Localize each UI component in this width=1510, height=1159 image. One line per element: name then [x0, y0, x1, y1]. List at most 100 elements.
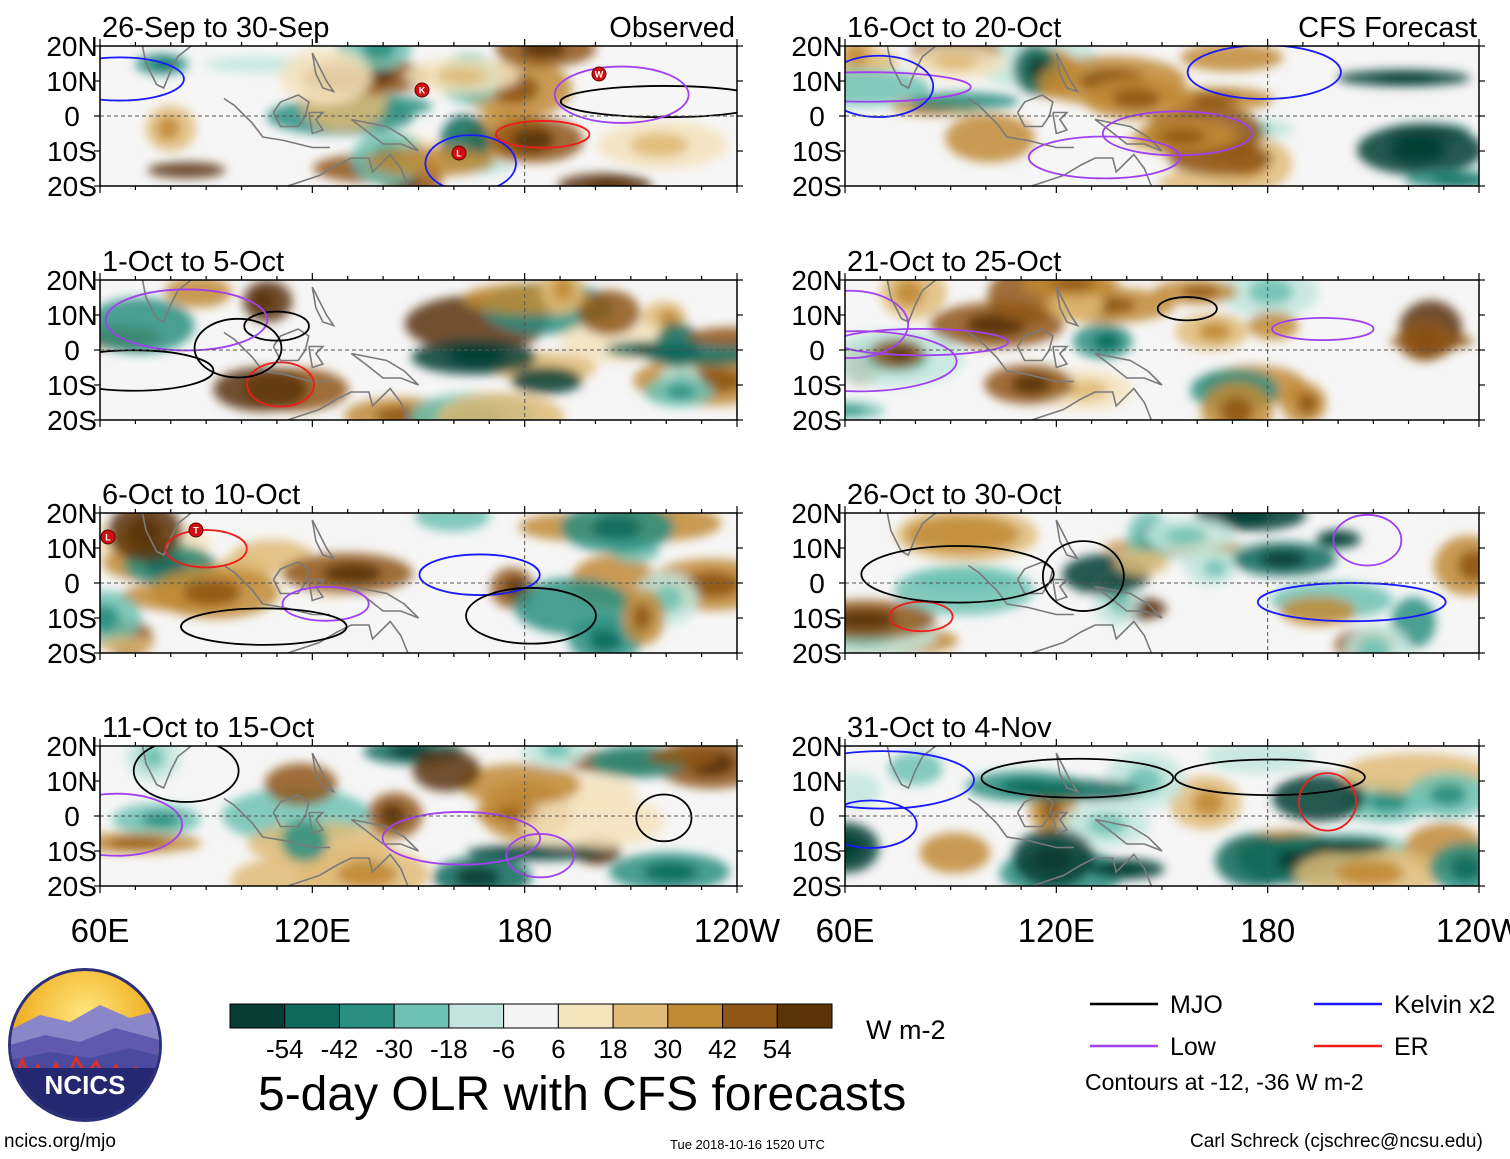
- olr-anomaly-core: [520, 46, 567, 58]
- coastline-segment: [141, 513, 193, 557]
- colorbar-tick-label: 6: [551, 1034, 565, 1064]
- olr-anomaly-blob: [648, 747, 719, 767]
- olr-anomaly-core: [1158, 128, 1206, 145]
- olr-anomaly-core: [553, 280, 573, 302]
- olr-anomaly-blob: [578, 290, 641, 336]
- colorbar-swatch: [557, 1003, 614, 1029]
- coastline-segment: [1016, 794, 1054, 828]
- wave-contour: [845, 327, 1010, 357]
- coastline-segment: [1094, 118, 1163, 152]
- olr-anomaly-blob: [1434, 535, 1479, 596]
- olr-anomaly-blob: [845, 772, 881, 808]
- olr-anomaly-core: [1198, 322, 1232, 341]
- wave-contour: [845, 799, 918, 849]
- x-tick-label: 180: [497, 912, 552, 949]
- wave-contour: [465, 587, 597, 645]
- olr-anomaly-core: [183, 579, 241, 606]
- olr-anomaly-core: [322, 563, 382, 584]
- panel-title: 11-Oct to 15-Oct: [102, 712, 314, 744]
- panel-ticks: [94, 39, 743, 193]
- olr-anomaly-blob: [459, 763, 581, 806]
- storm-marker-icon: [591, 66, 607, 82]
- wave-contour: [1101, 110, 1253, 157]
- legend-label: ER: [1394, 1033, 1429, 1061]
- coastline-segment: [1052, 345, 1069, 369]
- storm-marker: L: [451, 145, 467, 161]
- coastline-segment: [967, 797, 1074, 849]
- coastline-segment: [311, 286, 336, 327]
- x-tick-label: 60E: [71, 912, 130, 949]
- y-tick-label: 10S: [47, 603, 97, 634]
- wave-contour: [505, 833, 575, 879]
- panel-ticks: [94, 273, 743, 427]
- olr-anomaly-core: [126, 517, 162, 547]
- olr-anomaly-core: [1111, 88, 1161, 110]
- olr-anomaly-blob: [412, 749, 481, 792]
- wave-contour: [100, 792, 183, 857]
- y-tick-label: 20N: [791, 731, 842, 762]
- colorbar-tick-label: 54: [763, 1034, 792, 1064]
- colorbar-swatch: [776, 1003, 833, 1029]
- y-tick-label: 20N: [791, 498, 842, 529]
- olr-anomaly-core: [887, 346, 913, 362]
- coastline-segment: [967, 564, 1074, 616]
- colorbar-tick-label: 18: [599, 1034, 628, 1064]
- olr-panel: L T 20N 10N 0 10S 20S 6-Oct to 10-Oct: [46, 479, 743, 669]
- olr-field: [845, 513, 1479, 653]
- y-tick-label: 0: [809, 801, 825, 832]
- coastline-segment: [1052, 811, 1069, 835]
- coastline-segment: [967, 97, 1074, 149]
- coastline-segment: [886, 746, 937, 790]
- wave-contour: [424, 134, 517, 186]
- olr-anomaly-core: [1336, 859, 1404, 886]
- y-tick-label: 10S: [47, 370, 97, 401]
- wave-contour: [860, 545, 1055, 604]
- olr-anomaly-core: [1296, 392, 1318, 414]
- olr-anomaly-core: [665, 384, 697, 400]
- y-tick-label: 10N: [46, 66, 97, 97]
- x-tick-label: 180: [1240, 912, 1295, 949]
- coastline: [141, 280, 420, 420]
- x-tick-label: 60E: [816, 912, 875, 949]
- wave-contour: [1174, 758, 1366, 797]
- panel-title: 26-Sep to 30-Sep: [102, 12, 329, 44]
- olr-anomaly-core: [845, 835, 863, 861]
- olr-anomaly-core: [1389, 137, 1447, 163]
- coastline-segment: [141, 280, 193, 324]
- wave-contour: [635, 793, 693, 843]
- olr-anomaly-core: [1366, 791, 1409, 813]
- y-tick-label: 20N: [46, 265, 97, 296]
- wave-contour: [553, 65, 690, 124]
- wave-contour: [381, 811, 542, 866]
- olr-anomaly-blob: [100, 590, 141, 647]
- coastline-segment: [272, 561, 310, 595]
- olr-anomaly-core: [1203, 559, 1227, 577]
- y-tick-label: 20S: [47, 638, 97, 669]
- wave-contour: [1298, 772, 1358, 832]
- olr-anomaly-blob: [437, 392, 565, 420]
- panel-ticks: [839, 506, 1485, 660]
- footer-url-link[interactable]: ncics.org/mjo: [4, 1131, 116, 1152]
- y-tick-label: 10S: [792, 370, 842, 401]
- coastline-segment: [350, 585, 420, 619]
- coastline-segment: [350, 818, 420, 852]
- olr-anomaly-core: [1429, 783, 1467, 807]
- olr-anomaly-blob: [510, 366, 583, 395]
- olr-anomaly-core: [587, 179, 630, 186]
- legend-item: Low: [1090, 1033, 1217, 1061]
- colorbar-tick-label: -6: [492, 1034, 515, 1064]
- y-tick-label: 10N: [46, 533, 97, 564]
- olr-anomaly-blob: [1115, 549, 1169, 576]
- y-tick-label: 10S: [792, 136, 842, 167]
- olr-anomaly-blob: [688, 327, 737, 346]
- coastline-segment: [1055, 752, 1080, 793]
- colorbar-swatch: [338, 1003, 395, 1029]
- wave-contour: [1332, 513, 1403, 567]
- olr-anomaly-blob: [1204, 746, 1315, 774]
- coastline-segment: [886, 46, 937, 90]
- olr-anomaly-core: [588, 629, 623, 652]
- olr-field: [845, 280, 1474, 420]
- wave-contour: [243, 310, 310, 342]
- y-tick-label: 10S: [792, 603, 842, 634]
- coastline: [886, 746, 1163, 886]
